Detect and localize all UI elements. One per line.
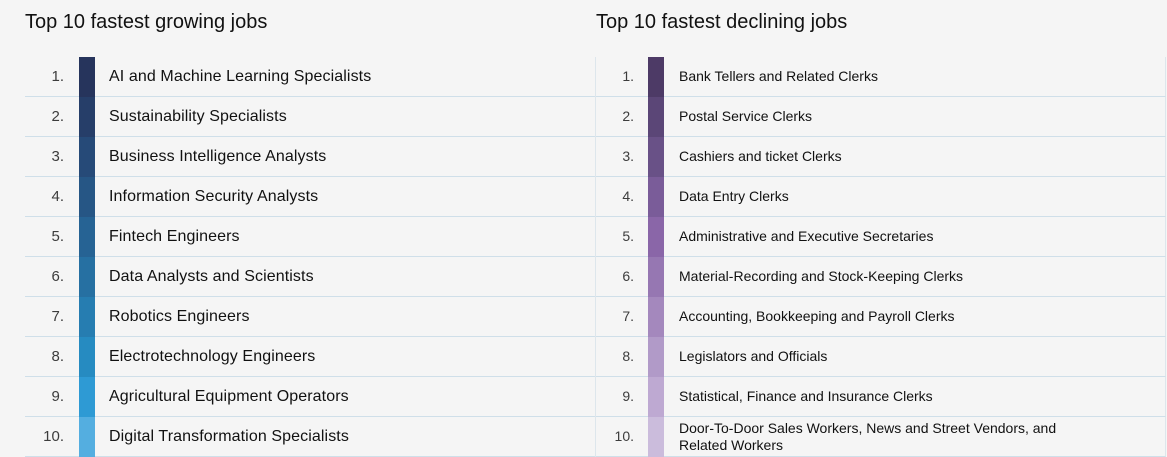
rank-number: 4. <box>622 188 634 204</box>
job-label: Administrative and Executive Secretaries <box>679 228 934 244</box>
list-item: 3. Business Intelligence Analysts <box>25 137 595 177</box>
list-item: 9. Statistical, Finance and Insurance Cl… <box>596 377 1166 417</box>
job-label: Digital Transformation Specialists <box>109 427 349 445</box>
rank-number: 9. <box>622 388 634 404</box>
list-item: 5. Administrative and Executive Secretar… <box>596 217 1166 257</box>
rank-number: 10. <box>614 428 634 444</box>
list-item: 7. Robotics Engineers <box>25 297 595 337</box>
color-bar <box>648 97 664 137</box>
color-bar <box>648 257 664 297</box>
job-label: Statistical, Finance and Insurance Clerk… <box>679 388 933 404</box>
job-label: AI and Machine Learning Specialists <box>109 67 372 85</box>
rank-number: 7. <box>622 308 634 324</box>
rank-number: 9. <box>51 388 64 405</box>
job-label: Fintech Engineers <box>109 227 240 245</box>
job-label: Data Entry Clerks <box>679 188 789 204</box>
job-label: Accounting, Bookkeeping and Payroll Cler… <box>679 308 955 324</box>
color-bar <box>79 337 95 377</box>
rank-number: 3. <box>51 148 64 165</box>
list-item: 6. Data Analysts and Scientists <box>25 257 595 297</box>
job-label: Cashiers and ticket Clerks <box>679 148 842 164</box>
color-bar <box>79 297 95 337</box>
rank-number: 2. <box>622 108 634 124</box>
color-bar <box>648 417 664 457</box>
color-bar <box>79 177 95 217</box>
color-bar <box>79 417 95 457</box>
job-label: Business Intelligence Analysts <box>109 147 327 165</box>
rank-number: 8. <box>51 348 64 365</box>
job-label: Robotics Engineers <box>109 307 250 325</box>
list-item: 3. Cashiers and ticket Clerks <box>596 137 1166 177</box>
color-bar <box>648 337 664 377</box>
job-label: Material-Recording and Stock-Keeping Cle… <box>679 268 964 284</box>
job-label: Data Analysts and Scientists <box>109 267 314 285</box>
rank-number: 3. <box>622 148 634 164</box>
job-label: Legislators and Officials <box>679 348 828 364</box>
color-bar <box>79 57 95 97</box>
job-label: Door-To-Door Sales Workers, News and Str… <box>679 419 1057 453</box>
list-item: 8. Legislators and Officials <box>596 337 1166 377</box>
list-item: 1. AI and Machine Learning Specialists <box>25 57 595 97</box>
list-item: 5. Fintech Engineers <box>25 217 595 257</box>
color-bar <box>648 217 664 257</box>
rank-number: 6. <box>622 268 634 284</box>
rank-number: 1. <box>51 68 64 85</box>
rank-number: 5. <box>622 228 634 244</box>
color-bar <box>79 257 95 297</box>
job-label: Sustainability Specialists <box>109 107 287 125</box>
job-label: Electrotechnology Engineers <box>109 347 316 365</box>
color-bar <box>79 137 95 177</box>
job-label: Information Security Analysts <box>109 187 319 205</box>
list-item: 2. Postal Service Clerks <box>596 97 1166 137</box>
list-item: 8. Electrotechnology Engineers <box>25 337 595 377</box>
rank-number: 8. <box>622 348 634 364</box>
list-item: 10. Door-To-Door Sales Workers, News and… <box>596 417 1166 457</box>
rank-number: 6. <box>51 268 64 285</box>
list-item: 4. Information Security Analysts <box>25 177 595 217</box>
list-item: 10. Digital Transformation Specialists <box>25 417 595 457</box>
rank-number: 1. <box>622 68 634 84</box>
list-item: 4. Data Entry Clerks <box>596 177 1166 217</box>
color-bar <box>79 97 95 137</box>
declining-jobs-title: Top 10 fastest declining jobs <box>596 11 848 33</box>
list-item: 7. Accounting, Bookkeeping and Payroll C… <box>596 297 1166 337</box>
declining-jobs-list: 1. Bank Tellers and Related Clerks 2. Po… <box>595 57 1166 457</box>
growing-jobs-title: Top 10 fastest growing jobs <box>25 11 268 33</box>
job-label: Postal Service Clerks <box>679 108 813 124</box>
color-bar <box>79 377 95 417</box>
job-label: Bank Tellers and Related Clerks <box>679 68 878 84</box>
list-item: 6. Material-Recording and Stock-Keeping … <box>596 257 1166 297</box>
color-bar <box>648 177 664 217</box>
rank-number: 4. <box>51 188 64 205</box>
growing-jobs-list: 1. AI and Machine Learning Specialists 2… <box>25 57 595 457</box>
rank-number: 7. <box>51 308 64 325</box>
list-item: 2. Sustainability Specialists <box>25 97 595 137</box>
job-label: Agricultural Equipment Operators <box>109 387 349 405</box>
color-bar <box>79 217 95 257</box>
growing-jobs-panel: Top 10 fastest growing jobs 1. AI and Ma… <box>25 0 595 457</box>
rank-number: 10. <box>43 428 64 445</box>
color-bar <box>648 377 664 417</box>
color-bar <box>648 137 664 177</box>
list-item: 1. Bank Tellers and Related Clerks <box>596 57 1166 97</box>
declining-jobs-panel: Top 10 fastest declining jobs 1. Bank Te… <box>595 0 1166 457</box>
rank-number: 5. <box>51 228 64 245</box>
list-item: 9. Agricultural Equipment Operators <box>25 377 595 417</box>
color-bar <box>648 57 664 97</box>
rank-number: 2. <box>51 108 64 125</box>
color-bar <box>648 297 664 337</box>
